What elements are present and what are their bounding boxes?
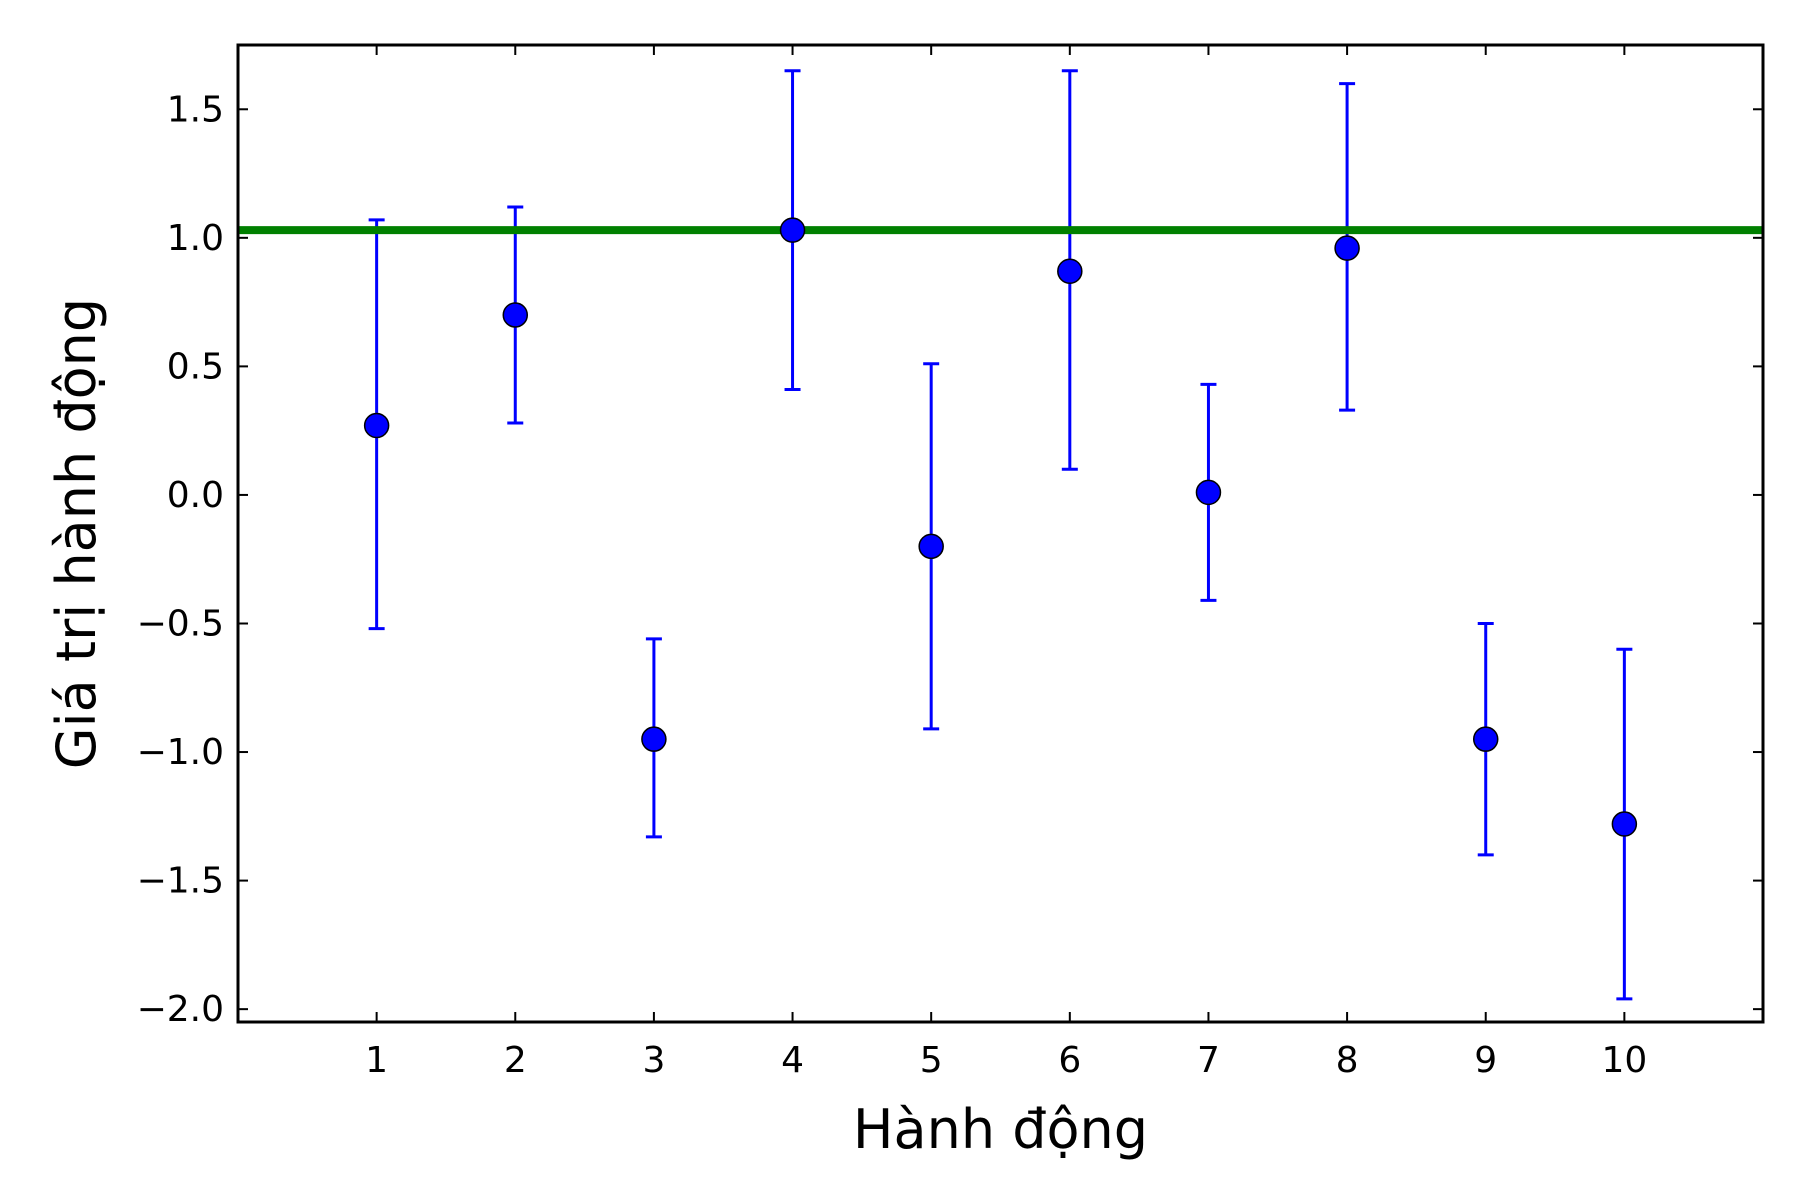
x-tick-label: 8 bbox=[1336, 1040, 1359, 1081]
x-tick-label: 6 bbox=[1058, 1040, 1081, 1081]
data-point-5 bbox=[918, 533, 944, 560]
data-point-6 bbox=[1057, 258, 1083, 285]
x-tick-label: 7 bbox=[1197, 1040, 1220, 1081]
y-tick-label: 1.5 bbox=[167, 89, 224, 130]
x-tick-label: 10 bbox=[1601, 1040, 1647, 1081]
data-point-2 bbox=[502, 302, 529, 328]
x-axis-ticks: 1 2 3 4 5 6 7 8 9 10 bbox=[365, 45, 1647, 1081]
x-tick-label: 9 bbox=[1474, 1040, 1497, 1081]
x-tick-label: 2 bbox=[504, 1040, 527, 1081]
y-tick-label: 1.0 bbox=[167, 218, 224, 259]
data-point-1 bbox=[363, 412, 390, 439]
y-tick-label: −0.5 bbox=[137, 603, 224, 644]
data-point-8 bbox=[1334, 235, 1360, 261]
y-tick-label: 0.5 bbox=[167, 346, 224, 387]
data-point-9 bbox=[1472, 726, 1499, 752]
y-tick-label: −2.0 bbox=[137, 989, 224, 1030]
y-tick-label: −1.5 bbox=[137, 861, 224, 902]
x-tick-label: 1 bbox=[365, 1040, 388, 1081]
x-tick-label: 3 bbox=[642, 1040, 665, 1081]
x-tick-label: 5 bbox=[920, 1040, 943, 1081]
y-axis-title: Giá trị hành động bbox=[45, 298, 108, 769]
plot-frame bbox=[236, 43, 1765, 1024]
plot-content bbox=[238, 69, 1763, 1001]
x-tick-label: 4 bbox=[781, 1040, 804, 1081]
x-axis-title: Hành động bbox=[853, 1098, 1148, 1161]
data-point-4 bbox=[779, 217, 806, 243]
y-tick-label: −1.0 bbox=[137, 732, 224, 773]
y-axis-ticks: 1.5 1.0 0.5 0.0 −0.5 −1.0 −1.5 −2.0 bbox=[137, 89, 1763, 1030]
data-point-10 bbox=[1611, 811, 1638, 837]
data-point-7 bbox=[1195, 479, 1222, 506]
y-tick-label: 0.0 bbox=[167, 475, 224, 516]
data-point-3 bbox=[641, 726, 667, 752]
